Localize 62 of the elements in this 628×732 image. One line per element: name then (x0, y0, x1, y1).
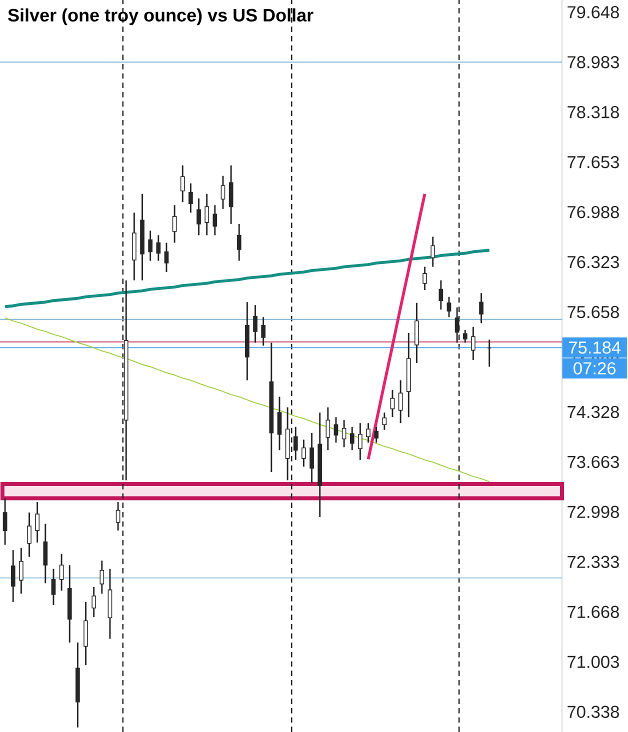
candlestick (180, 164, 185, 203)
candlestick (212, 204, 218, 236)
candlestick (156, 234, 161, 262)
candlestick (220, 175, 226, 210)
candlestick (438, 280, 444, 310)
candlestick (188, 182, 193, 214)
candlestick (236, 223, 242, 262)
candlestick (390, 389, 395, 418)
candlestick (310, 432, 314, 484)
candlestick (196, 198, 201, 236)
candlestick (116, 501, 120, 532)
y-tick-label: 71.003 (568, 656, 619, 668)
chart-title: Silver (one troy ounce) vs US Dollar (8, 8, 314, 26)
candlestick (358, 422, 362, 461)
candlestick (326, 406, 330, 451)
candlestick (479, 292, 484, 324)
candlestick (382, 412, 387, 431)
candlestick (27, 512, 32, 558)
candlestick (148, 230, 153, 262)
candlestick (398, 380, 403, 424)
candlestick (430, 236, 436, 268)
line-series (366, 192, 426, 461)
candlestick (19, 547, 24, 594)
candlestick (10, 549, 16, 603)
candlestick (2, 498, 8, 546)
candlestick (350, 426, 354, 451)
candlestick (374, 426, 379, 444)
candlestick (261, 316, 266, 346)
candlestick (51, 568, 56, 606)
candlestick (172, 204, 177, 244)
y-tick-label: 72.998 (568, 506, 619, 518)
y-tick-label: 75.658 (568, 306, 619, 318)
y-tick-label: 78.318 (568, 106, 619, 118)
y-tick-label: 76.323 (568, 256, 619, 268)
y-tick-label: 76.988 (568, 206, 619, 218)
y-tick-label: 74.328 (568, 406, 619, 418)
candlestick (446, 296, 452, 318)
candlestick (59, 553, 64, 592)
candlestick (302, 438, 306, 468)
y-tick-label: 73.663 (568, 456, 619, 468)
candlestick (366, 422, 370, 444)
candlestick (462, 329, 468, 344)
candlestick (342, 419, 346, 448)
y-tick-label: 71.668 (568, 606, 619, 618)
candlestick (164, 242, 169, 273)
y-tick-label: 78.983 (568, 56, 619, 68)
y-tick-label: 77.653 (568, 156, 619, 168)
y-tick-label: 72.333 (568, 556, 619, 568)
candlestick (92, 586, 96, 618)
candlestick (35, 501, 40, 544)
text: 07:26 (574, 362, 616, 374)
ref-line-label: 75.184 (568, 341, 621, 354)
candlestick (100, 560, 104, 594)
candlestick (422, 266, 427, 291)
candlestick (204, 193, 210, 236)
y-tick-label: 70.338 (568, 706, 619, 718)
candlestick (471, 326, 476, 361)
candlestick (277, 396, 282, 451)
y-tick-label: 79.648 (568, 6, 619, 18)
candlestick (43, 523, 48, 584)
candlestick (253, 304, 258, 344)
candlestick (334, 416, 338, 444)
